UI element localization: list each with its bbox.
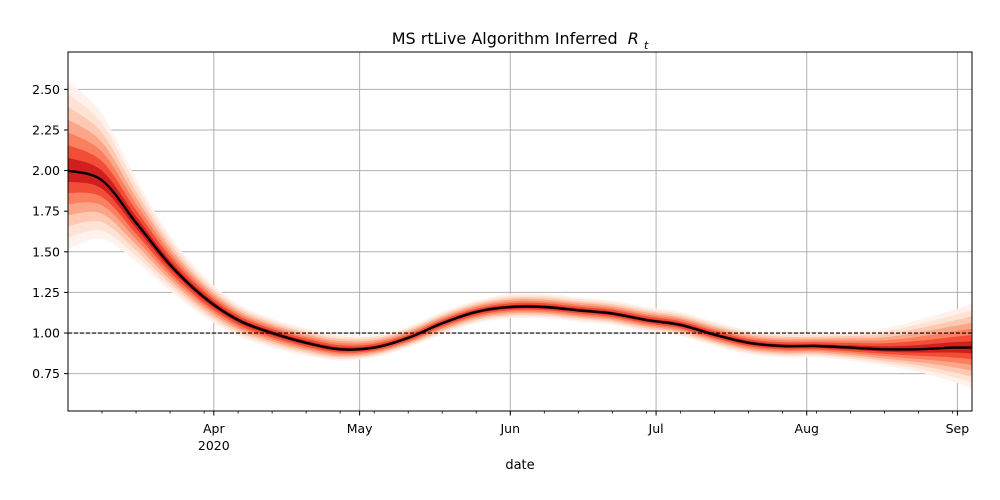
x-tick-label: Apr xyxy=(203,421,225,436)
y-tick-label: 1.25 xyxy=(32,285,60,300)
y-tick-label: 1.75 xyxy=(32,204,60,219)
x-axis-title: date xyxy=(505,458,534,473)
y-tick-label: 2.00 xyxy=(32,163,60,178)
chart-title-subscript: t xyxy=(644,39,649,52)
rt-line-group xyxy=(68,169,972,351)
plot-frame xyxy=(67,51,973,412)
confidence-bands xyxy=(68,81,972,389)
y-tick-label: 2.25 xyxy=(32,122,60,137)
y-axis: 0.75 1.00 1.25 1.50 1.75 2.00 2.25 2.50 xyxy=(32,82,68,381)
x-tick-label: May xyxy=(347,421,373,436)
x-tick-label: Jul xyxy=(648,421,664,436)
chart-title-symbol: R xyxy=(628,29,639,48)
chart-title: MS rtLive Algorithm Inferred R t xyxy=(392,29,649,52)
y-tick-label: 1.50 xyxy=(32,244,60,259)
x-tick-label: Aug xyxy=(795,421,819,436)
confidence-band xyxy=(68,132,972,366)
chart-title-text: MS rtLive Algorithm Inferred xyxy=(392,29,618,48)
rt-median-line xyxy=(68,169,972,351)
y-tick-label: 2.50 xyxy=(32,82,60,97)
x-axis: Apr 2020 May Jun Jul Aug Sep xyxy=(101,411,970,453)
y-tick-label: 0.75 xyxy=(32,366,60,381)
x-tick-sublabel: 2020 xyxy=(198,438,230,453)
y-tick-label: 1.00 xyxy=(32,326,60,341)
x-tick-label: Sep xyxy=(946,421,970,436)
x-tick-label: Jun xyxy=(500,421,521,436)
confidence-band xyxy=(68,157,972,354)
